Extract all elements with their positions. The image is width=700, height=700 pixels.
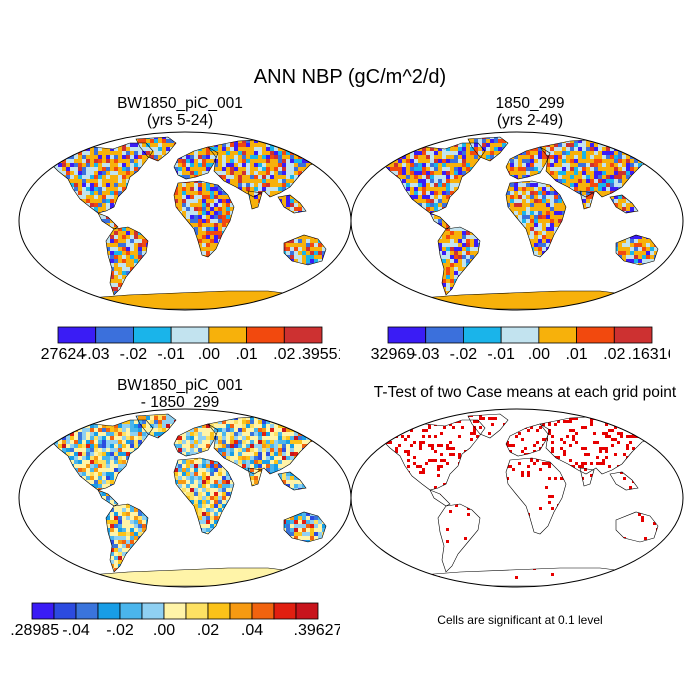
colorbar-tick-label: .02 [273,346,295,363]
map-case2 [350,131,684,311]
colorbar-swatch [463,326,502,344]
map-case1 [18,131,352,311]
colorbar-difference: -.28985 -.04 -.02 .00 .02 .04 .39627 [10,602,340,639]
colorbar-tick-label: -.02 [450,346,478,363]
colorbar-swatch [95,326,134,344]
colorbar-case2: -.32969-.03 -.02 -.01 .00 .01 .02.16316 [370,326,670,363]
panel-title-line1: 1850_299 [495,95,565,112]
colorbar-tick-label: .00 [153,622,175,639]
colorbar-swatch [538,326,577,344]
panel-title-case2: 1850_299 (yrs 2-49) [425,95,635,129]
panel-title-line1: T-Test of two Case means at each grid po… [373,384,677,401]
colorbar-tick-label: .00 [528,346,550,363]
colorbar-tick-label: .04 [241,622,263,639]
colorbar-tick-label: -.02 [120,346,148,363]
colorbar-swatch [97,602,121,620]
colorbar-swatch [425,326,464,344]
panel-title-line1: BW1850_piC_001 [117,377,243,394]
panel-title-line1: BW1850_piC_001 [117,95,243,112]
map-border [350,408,684,588]
map-ttest [350,408,684,588]
panel-title-case1: BW1850_piC_001 (yrs 5-24) [75,95,285,129]
panel-title-line2: (yrs 2-49) [496,112,564,129]
colorbar-tick-label: .16316 [628,346,670,363]
colorbar-swatch [133,326,172,344]
colorbar-swatch [500,326,540,344]
colorbar-swatch [53,602,77,620]
colorbar-tick-label: -.28985 [10,622,59,639]
colorbar-tick-label: -.03 [82,346,110,363]
colorbar-swatch [229,602,253,620]
colorbar-swatch [251,602,275,620]
colorbar-tick-label: .02 [197,622,219,639]
colorbar-tick-label: .02 [603,346,625,363]
map-difference [18,408,352,588]
colorbar-tick-label: -.01 [487,346,515,363]
map-border [350,131,684,311]
colorbar-swatch [163,602,187,620]
colorbar-swatch [141,602,165,620]
colorbar-swatch [119,602,143,620]
colorbar-tick-label: -.27624 [40,346,85,363]
colorbar-swatch [31,602,55,620]
colorbar-tick-label: .01 [565,346,587,363]
colorbar-swatch [246,326,285,344]
panel-title-line2: (yrs 5-24) [146,112,214,129]
colorbar-swatch [613,326,653,344]
colorbar-swatch [170,326,210,344]
colorbar-swatch [75,602,99,620]
panel-title-line2: - 1850_299 [140,394,220,411]
colorbar-swatch [295,602,319,620]
colorbar-tick-label: .39627 [294,622,340,639]
colorbar-swatch [185,602,209,620]
colorbar-tick-label: -.01 [157,346,185,363]
colorbar-swatch [576,326,615,344]
panel-title-difference: BW1850_piC_001 - 1850_299 [75,377,285,411]
significance-note: Cells are significant at 0.1 level [437,613,603,627]
colorbar-tick-label: -.02 [106,622,134,639]
colorbar-swatch [57,326,97,344]
figure-title: ANN NBP (gC/m^2/d) [253,66,447,88]
colorbar-swatch [283,326,323,344]
panel-title-ttest: T-Test of two Case means at each grid po… [355,384,695,401]
colorbar-swatch [273,602,297,620]
colorbar-swatch [208,326,247,344]
ocean [351,409,683,587]
colorbar-swatch [387,326,427,344]
colorbar-tick-label: .01 [235,346,257,363]
colorbar-tick-label: -.04 [62,622,90,639]
colorbar-tick-label: .00 [198,346,220,363]
colorbar-swatch [207,602,231,620]
colorbar-tick-label: -.32969 [370,346,415,363]
colorbar-tick-label: -.03 [412,346,440,363]
